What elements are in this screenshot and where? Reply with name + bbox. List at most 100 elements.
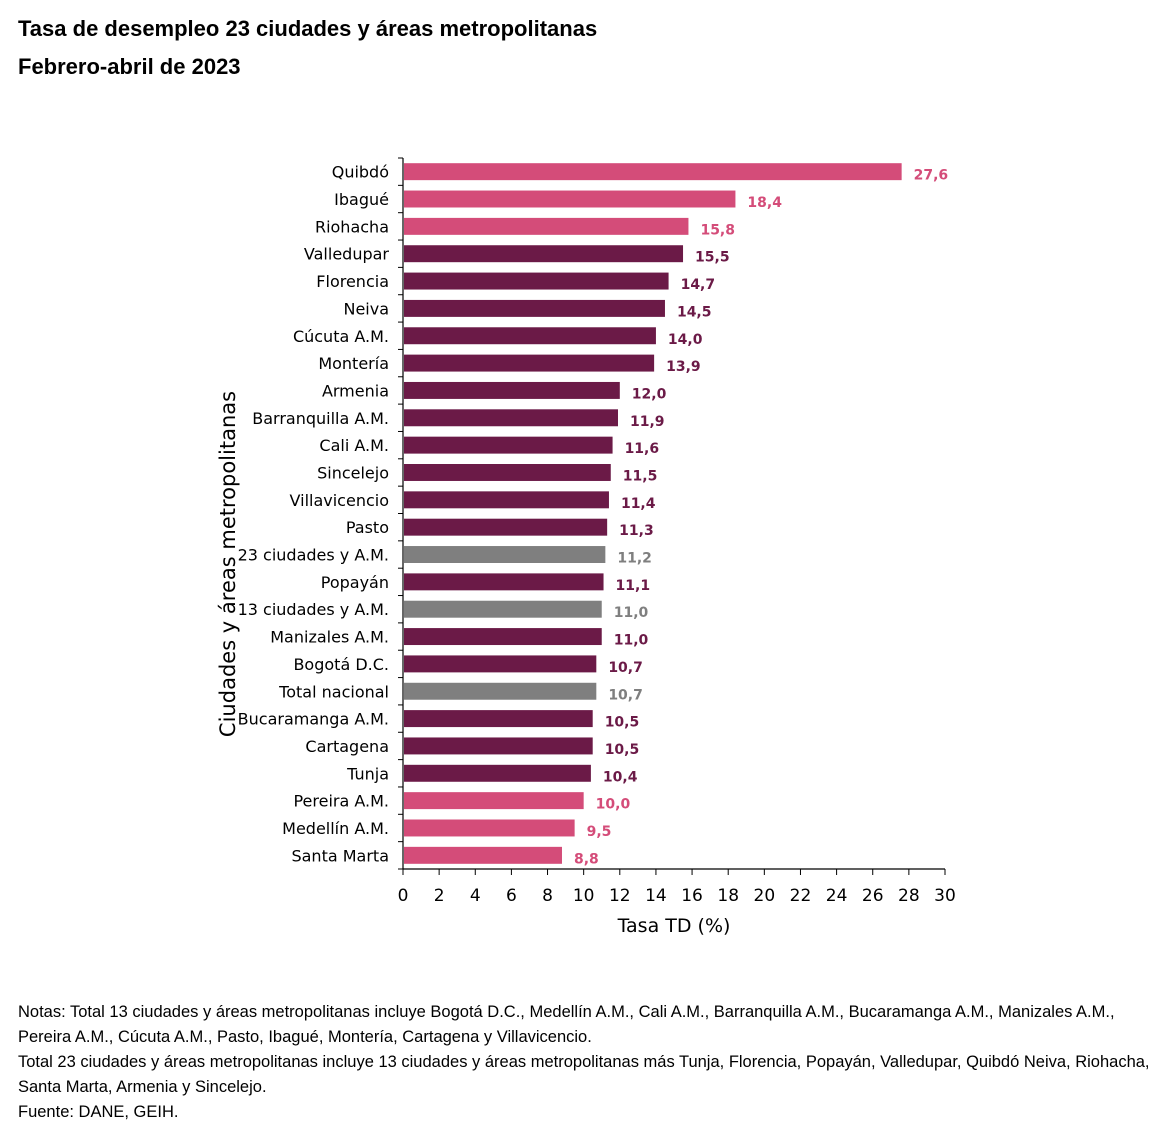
value-label-25: 8,8 xyxy=(574,851,599,867)
bar-7 xyxy=(404,354,655,372)
category-label-0: Quibdó xyxy=(332,163,389,182)
category-label-21: Cartagena xyxy=(305,737,389,756)
value-label-0: 27,6 xyxy=(914,168,949,184)
note-23-cities: Total 23 ciudades y áreas metropolitanas… xyxy=(18,1053,1150,1096)
category-label-15: Popayán xyxy=(321,573,389,592)
value-label-10: 11,6 xyxy=(625,441,660,457)
bar-15 xyxy=(404,573,604,591)
x-tick-label-9: 18 xyxy=(717,886,739,906)
bar-9 xyxy=(404,409,618,427)
category-label-19: Total nacional xyxy=(278,682,389,701)
category-label-18: Bogotá D.C. xyxy=(293,655,389,674)
value-label-20: 10,5 xyxy=(605,715,640,731)
category-label-8: Armenia xyxy=(322,381,389,400)
bar-21 xyxy=(404,737,593,755)
x-axis-label: Tasa TD (%) xyxy=(617,915,731,937)
category-label-7: Montería xyxy=(318,354,389,373)
category-labels-group: Quibdó Ibagué Riohacha Valledupar Florencia N… xyxy=(238,163,390,866)
bar-13 xyxy=(404,518,608,536)
bars-group xyxy=(404,163,902,864)
note-13-cities: Notas: Total 13 ciudades y áreas metropo… xyxy=(18,1003,1115,1046)
value-label-6: 14,0 xyxy=(668,332,703,348)
category-label-14: 23 ciudades y A.M. xyxy=(238,546,389,565)
chart-subtitle: Febrero-abril de 2023 xyxy=(18,54,241,79)
value-label-14: 11,2 xyxy=(617,551,652,567)
value-label-16: 11,0 xyxy=(614,605,649,621)
category-label-17: Manizales A.M. xyxy=(270,628,389,647)
bar-8 xyxy=(404,381,620,399)
bar-1 xyxy=(404,190,736,208)
value-label-23: 10,0 xyxy=(596,797,631,813)
bar-0 xyxy=(404,163,902,181)
bar-6 xyxy=(404,327,656,345)
x-tick-label-2: 4 xyxy=(470,886,481,906)
x-tick-label-4: 8 xyxy=(542,886,553,906)
value-label-5: 14,5 xyxy=(677,304,712,320)
y-axis-label: Ciudades y áreas metropolitanas xyxy=(216,391,240,737)
bar-12 xyxy=(404,491,609,509)
bar-22 xyxy=(404,764,591,782)
x-tick-label-8: 16 xyxy=(681,886,703,906)
value-label-24: 9,5 xyxy=(587,824,612,840)
value-label-11: 11,5 xyxy=(623,468,658,484)
category-label-25: Santa Marta xyxy=(291,846,389,865)
bar-25 xyxy=(404,846,562,864)
x-tick-label-1: 2 xyxy=(434,886,445,906)
value-label-21: 10,5 xyxy=(605,742,640,758)
value-label-8: 12,0 xyxy=(632,386,667,402)
bar-20 xyxy=(404,710,593,728)
axes-group xyxy=(398,157,946,875)
x-tick-labels-group: 0 2 4 6 8 10 12 14 16 18 20 22 24 26 28 30 xyxy=(398,886,956,906)
x-tick-label-11: 22 xyxy=(790,886,812,906)
category-label-2: Riohacha xyxy=(315,217,389,236)
value-label-17: 11,0 xyxy=(614,633,649,649)
x-tick-label-3: 6 xyxy=(506,886,517,906)
category-label-4: Florencia xyxy=(316,272,389,291)
value-label-18: 10,7 xyxy=(608,660,643,676)
value-labels-group: 27,6 18,4 15,8 15,5 14,7 14,5 14,0 13,9 12,0 11,9… xyxy=(574,168,948,868)
category-label-12: Villavicencio xyxy=(290,491,389,510)
value-label-7: 13,9 xyxy=(666,359,701,375)
category-label-11: Sincelejo xyxy=(317,463,389,482)
value-label-15: 11,1 xyxy=(616,578,651,594)
category-label-6: Cúcuta A.M. xyxy=(293,327,389,346)
bar-10 xyxy=(404,436,613,454)
x-tick-label-14: 28 xyxy=(898,886,920,906)
value-label-1: 18,4 xyxy=(747,195,782,211)
x-tick-label-15: 30 xyxy=(934,886,956,906)
value-label-9: 11,9 xyxy=(630,414,665,430)
bar-19 xyxy=(404,682,597,700)
bar-3 xyxy=(404,245,684,263)
chart-title: Tasa de desempleo 23 ciudades y áreas me… xyxy=(18,16,598,41)
value-label-12: 11,4 xyxy=(621,496,656,512)
category-label-13: Pasto xyxy=(346,518,389,537)
category-label-23: Pereira A.M. xyxy=(293,792,389,811)
category-label-1: Ibagué xyxy=(334,190,389,209)
notes-section: Notas: Total 13 ciudades y áreas metropo… xyxy=(18,1000,1158,1125)
category-label-5: Neiva xyxy=(343,299,389,318)
x-tick-label-5: 10 xyxy=(573,886,595,906)
category-label-10: Cali A.M. xyxy=(319,436,389,455)
value-label-3: 15,5 xyxy=(695,250,730,266)
bar-23 xyxy=(404,792,584,810)
x-tick-label-7: 14 xyxy=(645,886,667,906)
category-label-16: 13 ciudades y A.M. xyxy=(238,600,389,619)
x-tick-label-13: 26 xyxy=(862,886,884,906)
value-label-4: 14,7 xyxy=(681,277,716,293)
value-label-2: 15,8 xyxy=(700,222,735,238)
bar-24 xyxy=(404,819,575,837)
bar-18 xyxy=(404,655,597,673)
bar-chart: Quibdó Ibagué Riohacha Valledupar Florencia N… xyxy=(216,157,956,937)
x-tick-label-12: 24 xyxy=(826,886,848,906)
bar-2 xyxy=(404,217,689,235)
category-label-9: Barranquilla A.M. xyxy=(252,409,389,428)
x-tick-label-6: 12 xyxy=(609,886,631,906)
x-tick-label-0: 0 xyxy=(398,886,409,906)
category-label-20: Bucaramanga A.M. xyxy=(238,710,389,729)
category-label-22: Tunja xyxy=(346,764,389,783)
bar-11 xyxy=(404,464,611,481)
value-label-13: 11,3 xyxy=(619,523,654,539)
category-label-24: Medellín A.M. xyxy=(282,819,389,838)
x-tick-label-10: 20 xyxy=(754,886,776,906)
value-label-19: 10,7 xyxy=(608,687,643,703)
